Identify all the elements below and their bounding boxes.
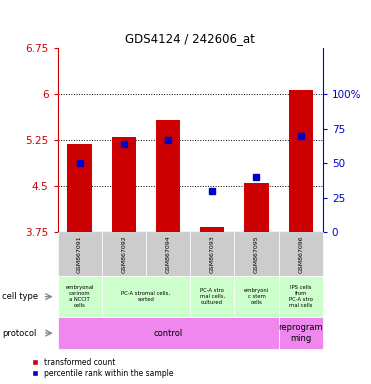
Bar — [156, 120, 180, 232]
Text: GSM867091: GSM867091 — [77, 236, 82, 273]
Text: GSM867096: GSM867096 — [298, 236, 303, 273]
Legend: transformed count, percentile rank within the sample: transformed count, percentile rank withi… — [32, 358, 173, 378]
Bar — [200, 227, 224, 232]
Text: PC-A stro
mal cells,
cultured: PC-A stro mal cells, cultured — [200, 288, 225, 305]
Text: GSM867092: GSM867092 — [121, 235, 126, 273]
Bar — [244, 183, 269, 232]
Text: protocol: protocol — [2, 329, 36, 338]
Bar — [68, 144, 92, 232]
Text: GSM867093: GSM867093 — [210, 235, 215, 273]
Text: control: control — [153, 329, 183, 338]
Title: GDS4124 / 242606_at: GDS4124 / 242606_at — [125, 32, 255, 45]
Text: cell type: cell type — [2, 292, 38, 301]
Text: GSM867094: GSM867094 — [165, 235, 171, 273]
Text: embryoni
c stem
cells: embryoni c stem cells — [244, 288, 269, 305]
Bar — [289, 90, 313, 232]
Bar — [112, 137, 136, 232]
Text: GSM867095: GSM867095 — [254, 236, 259, 273]
Text: PC-A stromal cells,
sorted: PC-A stromal cells, sorted — [121, 291, 170, 302]
Text: reprogram
ming: reprogram ming — [278, 323, 323, 343]
Text: IPS cells
from
PC-A stro
mal cells: IPS cells from PC-A stro mal cells — [289, 285, 313, 308]
Text: embryonal
carinom
a NCCIT
cells: embryonal carinom a NCCIT cells — [65, 285, 94, 308]
